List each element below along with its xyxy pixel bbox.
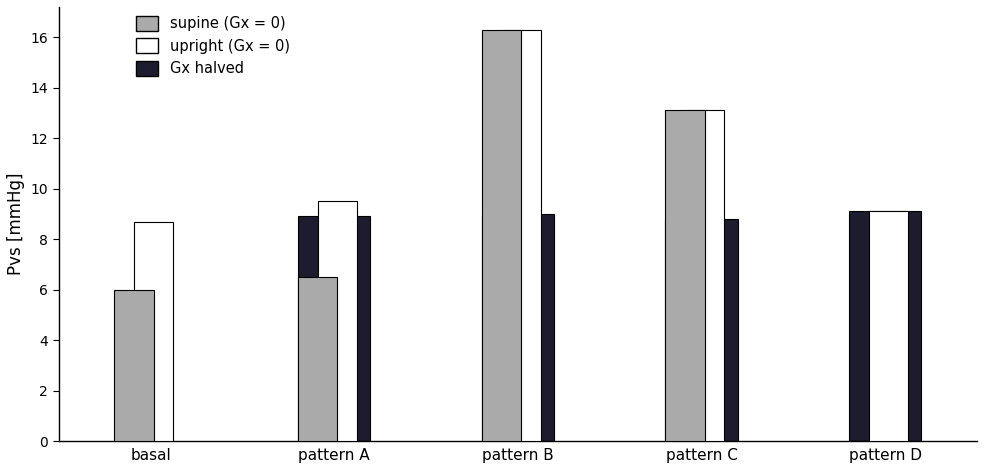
Bar (298, 217, 370, 441)
Bar (114, 290, 154, 441)
Bar (665, 110, 705, 441)
Bar (869, 212, 908, 441)
Bar (318, 201, 357, 441)
Bar (482, 30, 522, 441)
Bar (502, 30, 541, 441)
Bar (849, 212, 921, 441)
Y-axis label: Pvs [mmHg]: Pvs [mmHg] (7, 173, 25, 275)
Bar (134, 221, 173, 441)
Bar (665, 219, 738, 441)
Legend: supine (Gx = 0), upright (Gx = 0), Gx halved: supine (Gx = 0), upright (Gx = 0), Gx ha… (130, 10, 295, 82)
Bar (298, 277, 338, 441)
Bar (685, 110, 724, 441)
Bar (482, 214, 554, 441)
